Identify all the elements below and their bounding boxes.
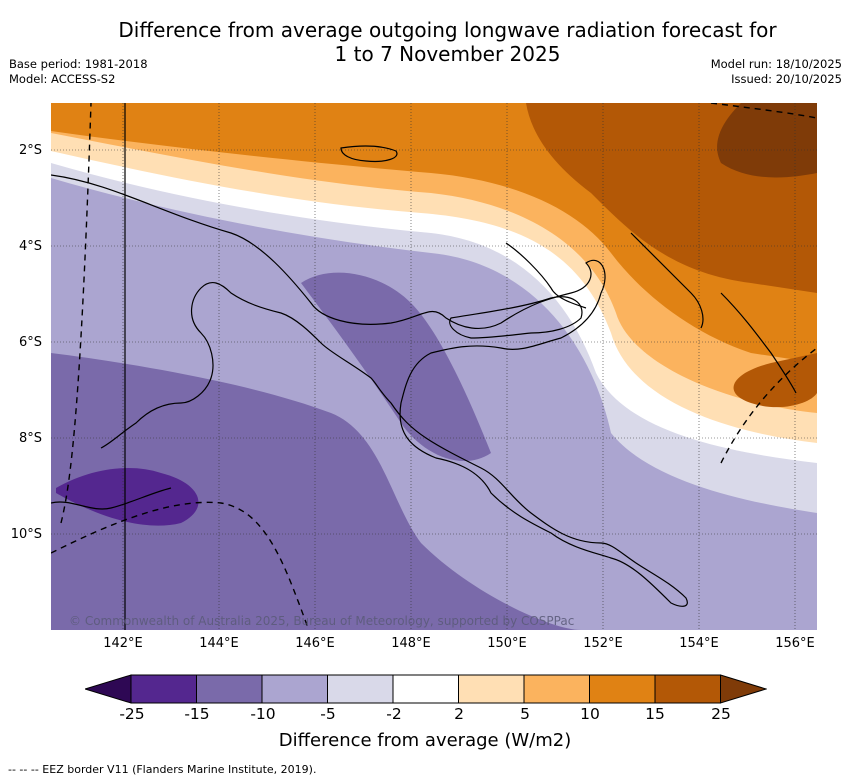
new-guinea-coast <box>51 174 688 607</box>
colorbar-cell-9 <box>654 674 721 704</box>
lon-label-150e: 150°E <box>487 636 527 651</box>
eez-east <box>720 347 817 464</box>
band-minus25-minus15 <box>56 468 199 526</box>
manus-island <box>340 145 398 163</box>
meta-right: Model run: 18/10/2025 Issued: 20/10/2025 <box>711 57 842 87</box>
colorbar-tick: 15 <box>645 705 665 723</box>
lon-label-152e: 152°E <box>583 636 623 651</box>
lat-label-6s: 6°S <box>18 335 42 350</box>
coastlines <box>51 103 797 630</box>
colorbar-cell-8 <box>589 674 656 704</box>
band-minus15-minus10-north <box>301 272 491 462</box>
colorbar-cell-7 <box>523 674 590 704</box>
colorbar-tick: 5 <box>520 705 530 723</box>
lon-label-148e: 148°E <box>391 636 431 651</box>
colorbar-tick: -25 <box>119 705 145 723</box>
band-above-25 <box>717 103 817 178</box>
colorbar-tick: -2 <box>386 705 402 723</box>
colorbar-tick: 2 <box>454 705 464 723</box>
lat-label-10s: 10°S <box>10 527 42 542</box>
eez-borders <box>51 103 817 630</box>
eez-northeast <box>710 103 817 119</box>
lon-label-144e: 144°E <box>199 636 239 651</box>
band-minus15-minus10 <box>51 353 581 630</box>
eez-west <box>60 103 92 524</box>
model-run-text: Model run: 18/10/2025 <box>710 57 842 71</box>
title-line-1: Difference from average outgoing longwav… <box>118 18 777 42</box>
colorbar-cell-5 <box>392 674 459 704</box>
colorbar-label: Difference from average (W/m2) <box>278 730 572 751</box>
lon-label-154e: 154°E <box>679 636 719 651</box>
lat-label-4s: 4°S <box>18 239 42 254</box>
graticule <box>51 103 817 630</box>
colorbar-cell-2 <box>196 674 263 704</box>
model-text: Model: ACCESS-S2 <box>9 72 116 86</box>
meta-left: Base period: 1981-2018 Model: ACCESS-S2 <box>9 57 148 87</box>
map-panel <box>51 103 817 630</box>
issued-text: Issued: 20/10/2025 <box>731 72 842 86</box>
map-canvas <box>51 103 817 630</box>
colorbar-cell-4 <box>327 674 394 704</box>
colorbar-cell-1 <box>130 674 197 704</box>
new-britain-coast <box>505 242 587 309</box>
new-ireland-coast <box>630 232 704 329</box>
colorbar-cell-0 <box>85 674 132 704</box>
colorbar-tick: -10 <box>250 705 276 723</box>
map-title: Difference from average outgoing longwav… <box>0 18 850 66</box>
colorbar-tick: -5 <box>320 705 336 723</box>
colorbar-tick: 25 <box>711 705 731 723</box>
lon-label-156e: 156°E <box>775 636 815 651</box>
lat-label-2s: 2°S <box>18 143 42 158</box>
colorbar-cell-6 <box>458 674 525 704</box>
colorbar-cell-10 <box>720 674 767 704</box>
new-britain-island <box>449 296 583 339</box>
colorbar <box>85 674 767 704</box>
lon-label-142e: 142°E <box>103 636 143 651</box>
eez-footnote: -- -- -- EEZ border V11 (Flanders Marine… <box>8 763 317 776</box>
base-period-text: Base period: 1981-2018 <box>9 57 148 71</box>
lat-label-8s: 8°S <box>18 431 42 446</box>
title-line-2: 1 to 7 November 2025 <box>334 42 561 66</box>
eez-south <box>51 501 310 630</box>
south-coast <box>51 487 172 510</box>
band-15-25-east <box>733 353 817 408</box>
bougainville-coast <box>720 292 797 394</box>
copyright-notice: © Commonwealth of Australia 2025, Bureau… <box>69 614 575 628</box>
lon-label-146e: 146°E <box>295 636 335 651</box>
colorbar-tick: 10 <box>580 705 600 723</box>
colorbar-tick: -15 <box>184 705 210 723</box>
colorbar-cell-3 <box>261 674 328 704</box>
